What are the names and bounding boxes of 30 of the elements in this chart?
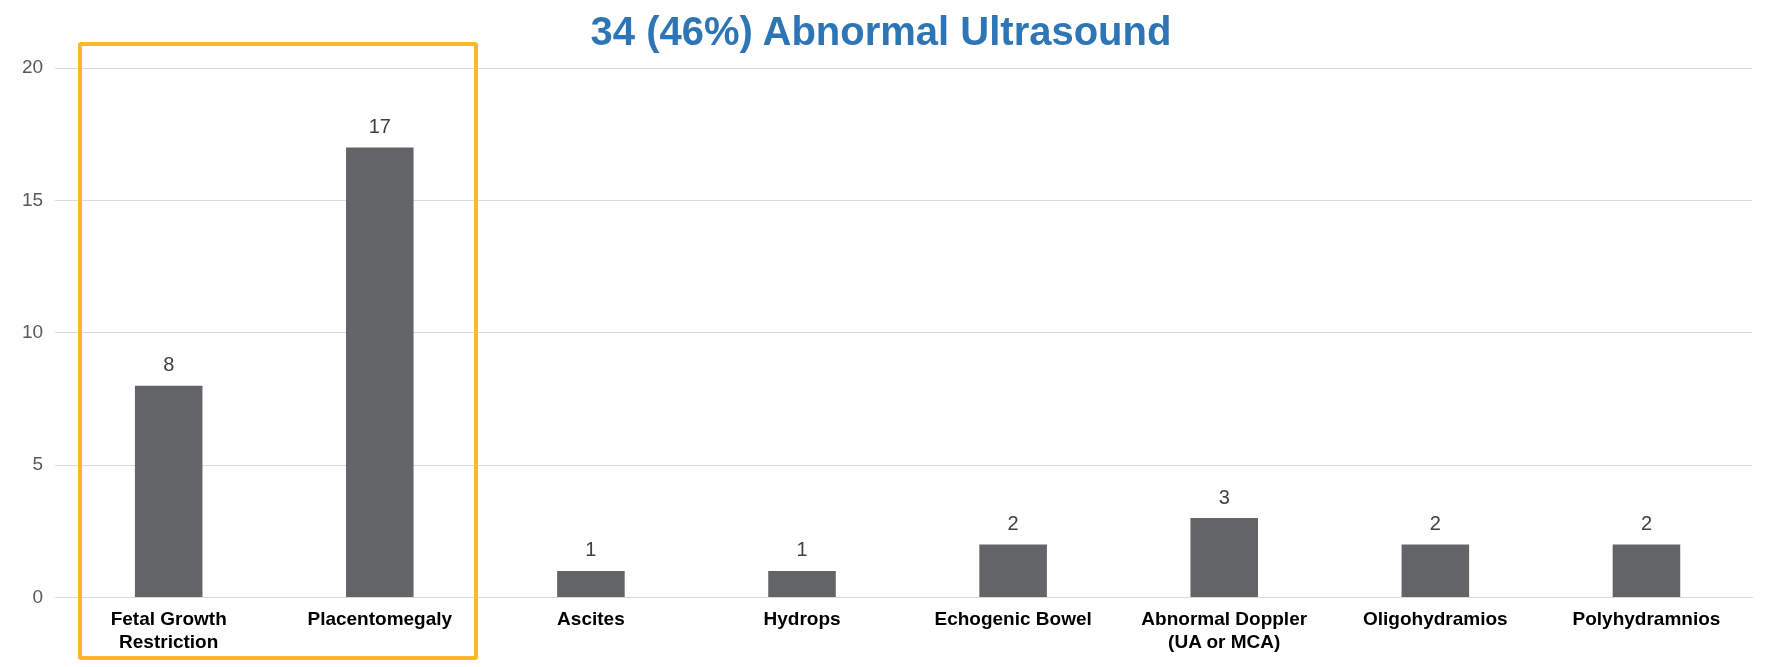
data-label: 2 — [1429, 511, 1441, 534]
x-tick-label: Fetal Growth Restriction — [110, 608, 227, 652]
x-tick-label: Abnormal Doppler (UA or MCA) — [1141, 608, 1308, 652]
x-tick-label: Hydrops — [763, 608, 841, 630]
data-label: 2 — [1640, 511, 1653, 534]
bar — [1401, 544, 1470, 597]
x-tick-label: Placentomegaly — [307, 608, 453, 630]
y-tick-label: 0 — [32, 585, 44, 607]
y-tick-label: 5 — [32, 453, 44, 475]
chart-title: 34 (46%) Abnormal Ultrasound — [590, 9, 1172, 54]
bar — [768, 570, 836, 597]
bar — [1612, 544, 1681, 597]
bar — [557, 570, 625, 597]
bar — [134, 385, 203, 597]
y-tick-label: 15 — [21, 188, 44, 210]
bar — [346, 147, 414, 597]
x-tick-label: Ascites — [557, 608, 625, 630]
data-label: 2 — [1007, 511, 1019, 534]
data-label: 3 — [1218, 485, 1230, 508]
x-tick-label: Echogenic Bowel — [934, 608, 1092, 630]
data-label: 17 — [368, 114, 391, 137]
y-tick-label: 10 — [21, 320, 44, 342]
bar — [1190, 517, 1259, 597]
data-label: 1 — [585, 538, 597, 561]
bar — [979, 544, 1047, 597]
x-tick-label: Oligohydramios — [1363, 608, 1508, 630]
data-label: 8 — [163, 353, 175, 376]
x-tick-label: Polyhydramnios — [1572, 608, 1721, 630]
y-tick-label: 20 — [21, 56, 44, 78]
data-label: 1 — [796, 538, 808, 561]
